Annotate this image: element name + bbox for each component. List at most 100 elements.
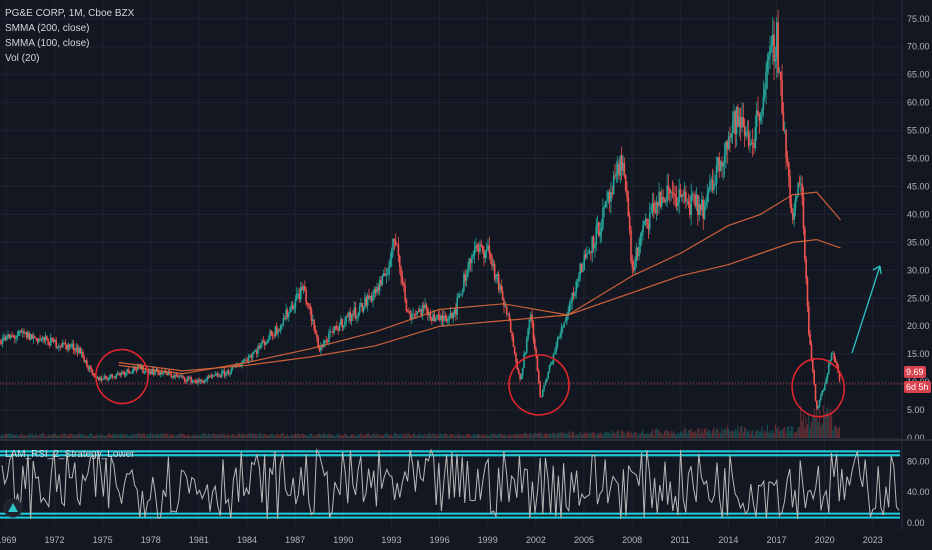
- volume-bar: [701, 428, 703, 438]
- volume-bar: [12, 434, 14, 438]
- volume-bar: [574, 434, 576, 438]
- volume-bar: [178, 434, 180, 438]
- volume-bar: [821, 423, 823, 438]
- candle-body: [541, 389, 544, 397]
- candle-body: [253, 351, 255, 354]
- candle-body: [40, 338, 43, 340]
- volume-bar: [127, 435, 129, 438]
- volume-bar: [769, 430, 771, 438]
- volume-bar: [364, 434, 366, 438]
- candle-body: [705, 201, 707, 207]
- volume-bar: [591, 431, 593, 438]
- volume-bar: [67, 434, 69, 438]
- candle-body: [664, 201, 667, 203]
- volume-bar: [733, 431, 735, 438]
- volume-bar: [800, 405, 802, 438]
- candle-body: [82, 351, 84, 358]
- volume-bar: [341, 434, 343, 438]
- candle-body: [566, 314, 568, 321]
- volume-bar: [613, 432, 615, 438]
- candle-body: [495, 276, 497, 280]
- volume-bar: [578, 435, 580, 438]
- candle-body: [437, 315, 440, 316]
- candle-body: [639, 235, 642, 247]
- candle-body: [422, 305, 425, 308]
- candle-body: [722, 162, 725, 167]
- candle-body: [591, 236, 594, 253]
- candle-body: [448, 316, 450, 319]
- volume-bar: [625, 435, 627, 438]
- candle-body: [608, 191, 611, 202]
- price-axis-label: 60.00: [907, 98, 930, 108]
- candle-body: [83, 357, 86, 363]
- candle-body: [504, 306, 507, 307]
- candle-body: [92, 373, 95, 375]
- candle-body: [304, 286, 306, 291]
- candle-body: [197, 379, 199, 384]
- volume-bar: [734, 429, 736, 438]
- volume-bar: [118, 434, 120, 438]
- volume-bar: [539, 432, 541, 438]
- candle-body: [525, 339, 528, 353]
- candle-body: [632, 267, 635, 270]
- volume-bar: [705, 427, 707, 438]
- volume-bar: [694, 430, 696, 438]
- volume-bar: [760, 431, 762, 438]
- candle-body: [714, 183, 717, 185]
- volume-bar: [690, 429, 692, 438]
- volume-bar: [698, 429, 700, 438]
- volume-bar: [761, 426, 763, 438]
- volume-bar: [703, 429, 706, 438]
- volume-bar: [837, 428, 839, 438]
- volume-bar: [429, 433, 432, 438]
- candle-body: [578, 275, 580, 281]
- candle-body: [672, 193, 675, 195]
- candle-body: [489, 252, 492, 257]
- candle-body: [255, 350, 258, 354]
- candle-body: [447, 318, 449, 322]
- volume-bar: [383, 434, 385, 438]
- candle-body: [611, 192, 614, 195]
- candle-body: [55, 340, 57, 348]
- candle-body: [1, 339, 4, 344]
- candle-body: [187, 378, 190, 380]
- volume-bar: [796, 430, 798, 438]
- volume-bar: [587, 434, 589, 438]
- candle-body: [231, 366, 234, 369]
- candle-body: [598, 222, 600, 237]
- candle-body: [545, 378, 548, 382]
- volume-bar: [411, 435, 413, 438]
- volume-bar: [230, 434, 232, 438]
- candle-body: [397, 244, 400, 256]
- candle-body: [285, 309, 287, 320]
- candle-body: [449, 312, 452, 317]
- volume-bar: [673, 430, 675, 438]
- candle-body: [491, 256, 493, 266]
- volume-bar: [392, 435, 394, 438]
- volume-bar: [372, 434, 374, 438]
- candle-body: [215, 373, 218, 375]
- volume-bar: [476, 433, 478, 438]
- candle-body: [213, 375, 215, 377]
- volume-bar: [776, 428, 778, 438]
- volume-bar: [530, 433, 532, 438]
- indicator-axis-label: 80.00: [907, 456, 930, 466]
- candle-body: [814, 384, 817, 401]
- volume-bar: [547, 433, 549, 438]
- candle-body: [341, 318, 344, 328]
- volume-bar: [825, 411, 827, 438]
- volume-bar: [610, 433, 612, 438]
- volume-bar: [51, 434, 53, 438]
- candle-body: [555, 345, 557, 353]
- candle-body: [392, 238, 394, 250]
- candle-body: [709, 181, 711, 190]
- candle-body: [8, 334, 11, 339]
- candle-body: [333, 326, 336, 333]
- volume-bar: [409, 435, 412, 438]
- volume-bar: [512, 435, 514, 438]
- volume-bar: [570, 435, 572, 438]
- candle-body: [646, 218, 648, 225]
- candle-body: [159, 371, 162, 375]
- candle-body: [223, 370, 226, 376]
